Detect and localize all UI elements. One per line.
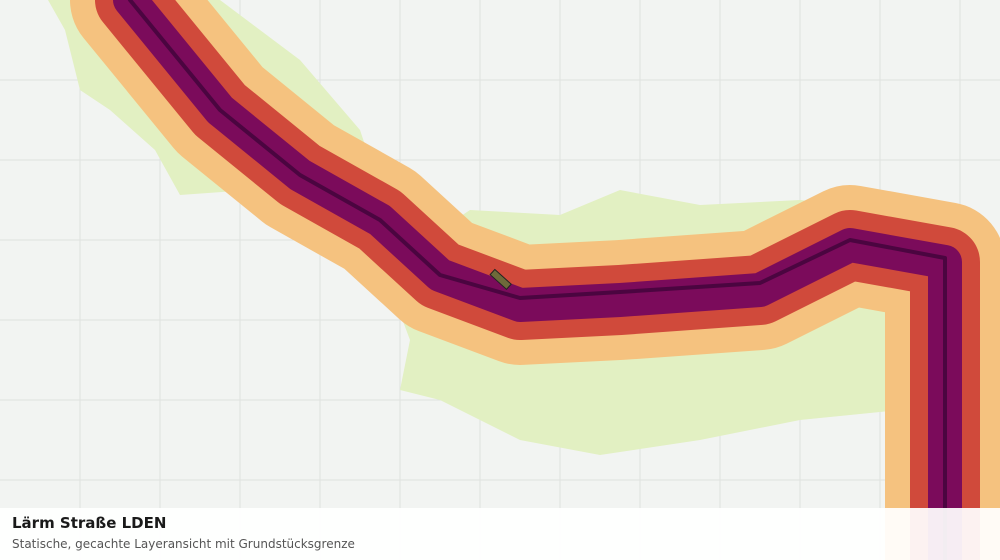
road-noise-bands (70, 0, 1000, 560)
caption-panel: Lärm Straße LDEN Statische, gecachte Lay… (0, 508, 1000, 560)
layer-subtitle: Statische, gecachte Layeransicht mit Gru… (12, 537, 355, 551)
parcel-boundary (489, 268, 512, 291)
layer-title: Lärm Straße LDEN (12, 514, 167, 532)
noise-zone-75 (128, 0, 947, 560)
